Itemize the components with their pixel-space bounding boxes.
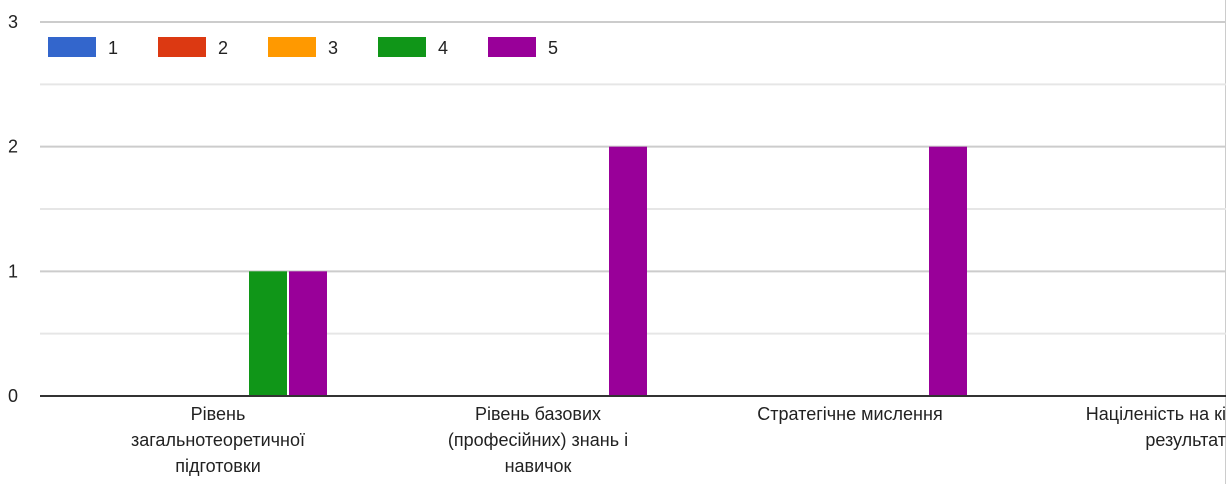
legend-label: 2: [218, 38, 228, 58]
category-label: Рівень: [191, 404, 246, 424]
category-label: загальнотеоретичної: [131, 430, 305, 450]
legend-swatch: [488, 37, 536, 57]
legend-swatch: [48, 37, 96, 57]
gridlines: [40, 21, 1226, 335]
category-label: Стратегічне мислення: [757, 404, 942, 424]
y-tick-label: 1: [8, 261, 18, 281]
category-label: навичок: [505, 456, 572, 476]
legend-label: 4: [438, 38, 448, 58]
category-label: Рівень базових: [475, 404, 601, 424]
category-label: Націленість на кі: [1086, 404, 1226, 424]
legend-swatch: [158, 37, 206, 57]
bar-4-cat-1: [249, 271, 287, 396]
legend-swatch: [378, 37, 426, 57]
y-axis-ticks: 0 1 2 3: [8, 12, 18, 406]
legend-label: 1: [108, 38, 118, 58]
legend-label: 5: [548, 38, 558, 58]
category-label: (професійних) знань і: [448, 430, 628, 450]
category-label: результат: [1145, 430, 1226, 450]
bar-5-cat-3: [929, 146, 967, 396]
bar-5-cat-2: [609, 146, 647, 396]
bars: [249, 146, 967, 396]
legend: 1 2 3 4 5: [48, 37, 558, 58]
category-labels: Рівень загальнотеоретичної підготовки Рівен…: [131, 404, 1226, 476]
category-label: підготовки: [175, 456, 261, 476]
legend-label: 3: [328, 38, 338, 58]
y-tick-label: 3: [8, 12, 18, 32]
y-tick-label: 2: [8, 137, 18, 157]
bar-5-cat-1: [289, 271, 327, 396]
legend-swatch: [268, 37, 316, 57]
y-tick-label: 0: [8, 386, 18, 406]
